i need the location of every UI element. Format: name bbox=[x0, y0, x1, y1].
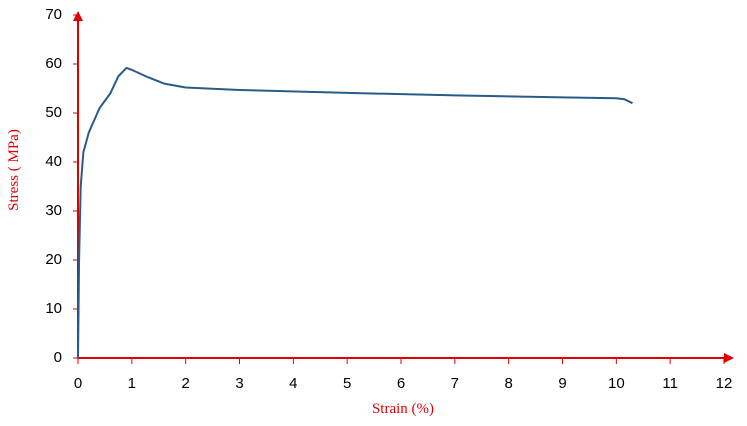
x-tick-label: 6 bbox=[397, 375, 405, 392]
x-tick-label: 2 bbox=[181, 375, 189, 392]
x-tick-label: 4 bbox=[289, 375, 297, 392]
y-tick-label: 70 bbox=[45, 6, 62, 23]
x-tick-label: 9 bbox=[558, 375, 566, 392]
x-axis-arrow bbox=[724, 353, 734, 363]
x-axis-title: Strain (%) bbox=[372, 401, 434, 417]
y-tick-label: 40 bbox=[45, 153, 62, 170]
x-tick-label: 5 bbox=[343, 375, 351, 392]
x-tick-label: 11 bbox=[662, 375, 678, 392]
y-tick-label: 20 bbox=[45, 251, 62, 268]
y-tick-label: 60 bbox=[45, 55, 62, 72]
x-tick-label: 10 bbox=[608, 375, 625, 392]
y-tick-label: 10 bbox=[45, 300, 62, 317]
x-tick-label: 7 bbox=[451, 375, 459, 392]
y-axis-title: Stress ( MPa) bbox=[6, 129, 22, 211]
y-axis-arrow bbox=[73, 11, 83, 21]
x-tick-label: 3 bbox=[235, 375, 243, 392]
y-tick-label: 0 bbox=[54, 349, 62, 366]
y-tick-label: 30 bbox=[45, 202, 62, 219]
x-tick-label: 12 bbox=[716, 375, 733, 392]
x-tick-label: 0 bbox=[74, 375, 82, 392]
y-tick-label: 50 bbox=[45, 104, 62, 121]
x-tick-label: 1 bbox=[128, 375, 136, 392]
data-line bbox=[77, 66, 633, 359]
x-tick-label: 8 bbox=[504, 375, 512, 392]
